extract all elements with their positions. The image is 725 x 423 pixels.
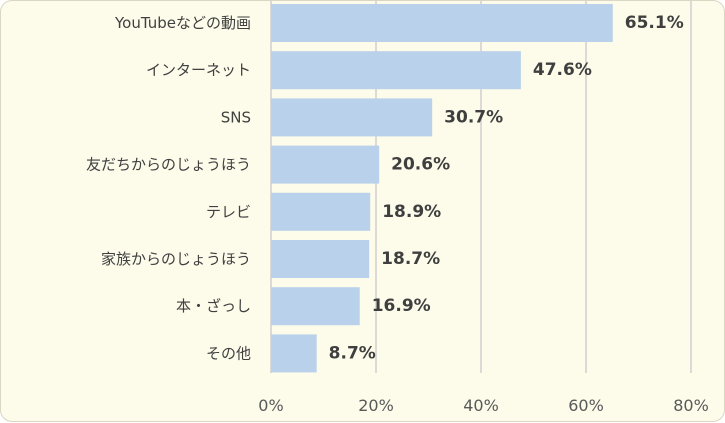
bar-0: [271, 4, 613, 42]
bar-5: [271, 240, 370, 278]
value-label-2: 30.7%: [444, 107, 503, 127]
bar-2: [271, 98, 433, 137]
x-tick-label-60: 60%: [568, 396, 604, 415]
category-label-1: インターネット: [146, 61, 251, 79]
value-label-3: 20.6%: [391, 155, 450, 175]
value-label-1: 47.6%: [533, 60, 592, 80]
category-label-0: YouTubeなどの動画: [114, 14, 251, 32]
category-label-5: 家族からのじょうほう: [101, 250, 251, 268]
category-label-3: 友だちからのじょうほう: [86, 156, 251, 174]
x-tick-label-0: 0%: [258, 396, 283, 415]
value-label-6: 16.9%: [372, 296, 431, 316]
category-label-7: その他: [206, 344, 251, 362]
bars: [271, 4, 613, 373]
bar-3: [271, 145, 380, 184]
bar-6: [271, 287, 360, 326]
value-labels: 65.1% 47.6% 30.7% 20.6% 18.9% 18.7% 16.9% 8.7%: [329, 13, 684, 363]
value-label-5: 18.7%: [381, 249, 440, 269]
value-label-7: 8.7%: [329, 343, 376, 363]
x-tick-label-20: 20%: [358, 396, 394, 415]
category-label-2: SNS: [221, 108, 251, 126]
category-label-6: 本・ざっし: [176, 297, 251, 315]
bar-4: [271, 192, 371, 231]
bar-7: [271, 334, 317, 373]
bar-1: [271, 51, 521, 90]
x-axis-tick-labels: 0% 20% 40% 60% 80%: [258, 396, 708, 415]
category-label-4: テレビ: [206, 203, 251, 221]
value-label-4: 18.9%: [382, 202, 441, 222]
value-label-0: 65.1%: [625, 13, 684, 33]
x-tick-label-80: 80%: [673, 396, 709, 415]
x-tick-label-40: 40%: [463, 396, 499, 415]
